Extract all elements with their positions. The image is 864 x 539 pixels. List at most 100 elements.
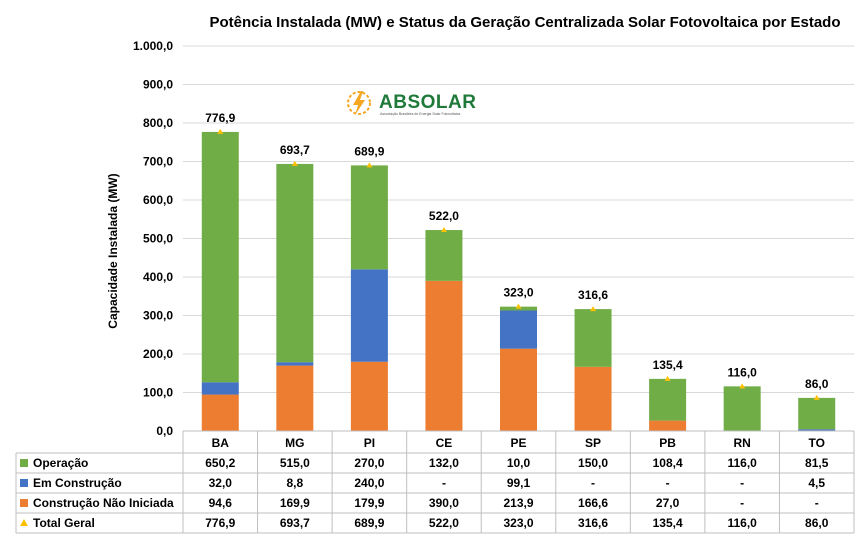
total-data-label: 316,6 [578, 288, 608, 302]
table-cell: 515,0 [280, 456, 310, 470]
table-row-name: Total Geral [33, 516, 95, 530]
total-marker [291, 160, 298, 166]
bar-segment [276, 365, 314, 431]
table-cell: 10,0 [507, 456, 531, 470]
table-cell: 116,0 [727, 456, 757, 470]
table-cell: 108,4 [653, 456, 683, 470]
y-tick-label: 500,0 [143, 232, 173, 246]
table-cell: - [442, 476, 446, 490]
table-cell: 323,0 [503, 516, 533, 530]
total-marker [366, 162, 373, 168]
legend-key [20, 499, 28, 507]
category-label: PB [659, 436, 676, 450]
bar-segment [798, 429, 836, 431]
table-cell: 27,0 [656, 496, 680, 510]
table-cell: 316,6 [578, 516, 608, 530]
y-axis-label: Capacidade Instalada (MW) [106, 173, 120, 328]
total-data-label: 522,0 [429, 209, 459, 223]
category-label: PI [364, 436, 375, 450]
table-cell: 4,5 [808, 476, 825, 490]
bar-segment [276, 163, 314, 363]
bars [201, 131, 836, 431]
table-cell: 81,5 [805, 456, 829, 470]
sun-bolt-icon [347, 91, 371, 115]
bar-segment [500, 348, 537, 431]
y-tick-label: 700,0 [143, 155, 173, 169]
category-label: PE [510, 436, 526, 450]
y-tick-label: 600,0 [143, 193, 173, 207]
table-cell: - [815, 496, 819, 510]
table-row-name: Construção Não Iniciada [33, 496, 174, 510]
logo-name: ABSOLAR [379, 92, 476, 113]
bar-segment [425, 230, 463, 281]
table-cell: 8,8 [286, 476, 303, 490]
table-cell: 522,0 [429, 516, 459, 530]
table-cell: 390,0 [429, 496, 459, 510]
category-label: TO [808, 436, 824, 450]
logo-subtitle: Associação Brasileira de Energia Solar F… [380, 112, 460, 116]
legend-key [20, 519, 28, 526]
total-marker [590, 306, 597, 312]
table-cell: 650,2 [205, 456, 235, 470]
table-cell: - [740, 496, 744, 510]
bar-segment [798, 397, 836, 430]
legend-key [20, 479, 28, 487]
table-cell: 99,1 [507, 476, 531, 490]
table-cell: - [740, 476, 744, 490]
table-cell: 94,6 [209, 496, 233, 510]
bar-segment [201, 394, 239, 431]
category-label: SP [585, 436, 601, 450]
bar-segment [350, 165, 388, 270]
y-tick-label: 400,0 [143, 270, 173, 284]
bar-segment [350, 361, 388, 431]
table-cell: 776,9 [205, 516, 235, 530]
table-cell: 135,4 [653, 516, 683, 530]
table-cell: - [666, 476, 670, 490]
total-data-label: 693,7 [280, 143, 310, 157]
table-cell: 132,0 [429, 456, 459, 470]
legend-key [20, 459, 28, 467]
bar-segment [574, 366, 612, 431]
y-tick-labels: 0,0 100,0 200,0 300,0 400,0 500,0 600,0 700,0 80… [133, 39, 173, 438]
total-marker [515, 303, 522, 309]
table-cell: 270,0 [354, 456, 384, 470]
table-cell: 693,7 [280, 516, 310, 530]
table-cell: 86,0 [805, 516, 829, 530]
total-marker [217, 128, 224, 134]
table-cell: 116,0 [727, 516, 757, 530]
y-tick-label: 300,0 [143, 309, 173, 323]
total-marker [739, 383, 746, 389]
bar-segment [276, 362, 314, 366]
bar-segment [350, 269, 388, 362]
table-cell: 169,9 [280, 496, 310, 510]
table-cell: 179,9 [354, 496, 384, 510]
table-cell: 32,0 [209, 476, 233, 490]
total-labels: 776,9 693,7 689,9 522,0 323,0 316,6 135,4 116,0… [205, 111, 829, 400]
table-row-name: Operação [33, 456, 88, 470]
y-tick-label: 200,0 [143, 347, 173, 361]
total-data-label: 323,0 [503, 286, 533, 300]
y-tick-label: 1.000,0 [133, 39, 173, 53]
table-cell: 213,9 [503, 496, 533, 510]
table-cell: 240,0 [354, 476, 384, 490]
category-label: MG [285, 436, 304, 450]
y-tick-label: 900,0 [143, 78, 173, 92]
table-row-name: Em Construção [33, 476, 122, 490]
table-cell: 689,9 [354, 516, 384, 530]
bar-segment [723, 386, 761, 431]
chart-title: Potência Instalada (MW) e Status da Gera… [210, 14, 841, 31]
bar-segment [649, 420, 687, 431]
bar-segment [201, 382, 239, 395]
bar-segment [649, 378, 687, 421]
total-data-label: 86,0 [805, 377, 829, 391]
bar-segment [500, 310, 537, 349]
y-tick-label: 100,0 [143, 386, 173, 400]
table-cell: 166,6 [578, 496, 608, 510]
absolar-logo: ABSOLAR Associação Brasileira de Energia… [347, 91, 476, 116]
total-marker [440, 227, 447, 233]
category-label: RN [733, 436, 750, 450]
y-tick-label: 800,0 [143, 116, 173, 130]
category-label: BA [212, 436, 230, 450]
total-data-label: 135,4 [653, 358, 683, 372]
